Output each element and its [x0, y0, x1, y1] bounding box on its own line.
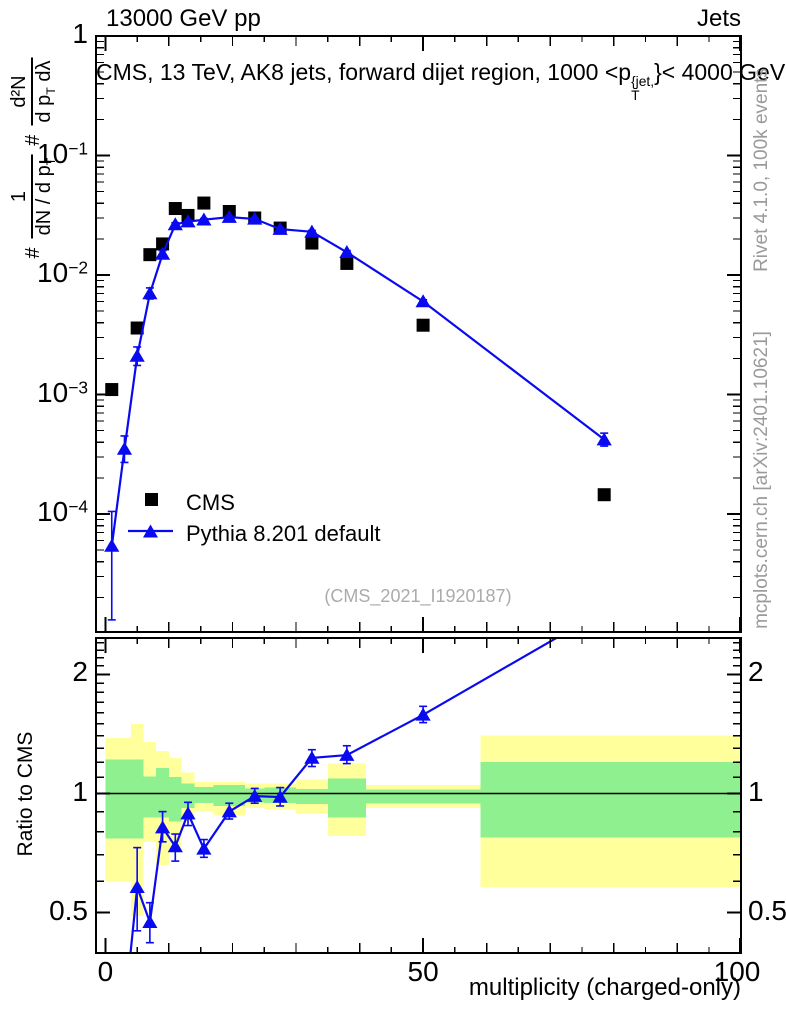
ratio-y-tick-label-right: 1 — [748, 775, 764, 807]
rivet-version-note: Rivet 4.1.0, 100k events — [751, 68, 772, 272]
panel-frames — [95, 35, 742, 954]
legend-label-pythia: Pythia 8.201 default — [186, 520, 381, 546]
legend-label-cms: CMS — [186, 489, 235, 515]
pythia-curve-ratio — [129, 639, 557, 952]
watermark: (CMS_2021_I1920187) — [324, 586, 512, 606]
plot-title-suffix: }< 4000 GeV — [654, 59, 786, 85]
legend: CMS Pythia 8.201 default — [128, 487, 380, 549]
pt-subscript: T — [631, 88, 640, 103]
ratio-y-tick-label-left: 1 — [72, 775, 88, 807]
beam-energy-title: 13000 GeV pp — [106, 5, 261, 32]
x-tick-label: 100 — [713, 956, 761, 987]
main-y-tick-label: 10−2 — [37, 257, 88, 288]
legend-item-pythia: Pythia 8.201 default — [128, 518, 380, 549]
main-y-tick-label: 1 — [72, 18, 88, 49]
pythia-triangle-line-icon — [128, 522, 186, 545]
legend-item-cms: CMS — [128, 487, 380, 518]
mcplots-citation-note: mcplots.cern.ch [arXiv:2401.10621] — [751, 331, 772, 629]
pt-jet-supsub: {jet, T — [631, 75, 654, 103]
pt-superscript: {jet, — [631, 74, 655, 90]
ylabel-fraction-2: d²N d pT dλ — [8, 57, 58, 126]
x-tick-label: 0 — [97, 956, 114, 987]
plot-title-prefix: CMS, 13 TeV, AK8 jets, forward dijet reg… — [96, 59, 632, 85]
plot-title: CMS, 13 TeV, AK8 jets, forward dijet reg… — [96, 59, 785, 103]
ratio-y-tick-label-right: 2 — [748, 656, 764, 688]
analysis-group-title: Jets — [696, 5, 741, 32]
x-axis-label: multiplicity (charged-only) — [468, 974, 741, 1001]
main-y-tick-label: 10−1 — [37, 137, 88, 169]
ratio-y-tick-label-left: 2 — [72, 656, 88, 688]
cms-square-icon — [128, 491, 186, 514]
pythia-curve-main — [104, 209, 612, 621]
x-tick-label: 50 — [407, 956, 439, 987]
ratio-uncertainty-bands — [105, 723, 740, 917]
cms-data-points — [105, 196, 611, 502]
ratio-y-tick-label-left: 0.5 — [49, 894, 88, 926]
main-y-tick-label: 10−3 — [37, 376, 88, 408]
main-y-tick-label: 10−4 — [37, 496, 88, 527]
ratio-y-tick-label-right: 0.5 — [748, 894, 786, 926]
axis-ticks — [97, 35, 741, 952]
